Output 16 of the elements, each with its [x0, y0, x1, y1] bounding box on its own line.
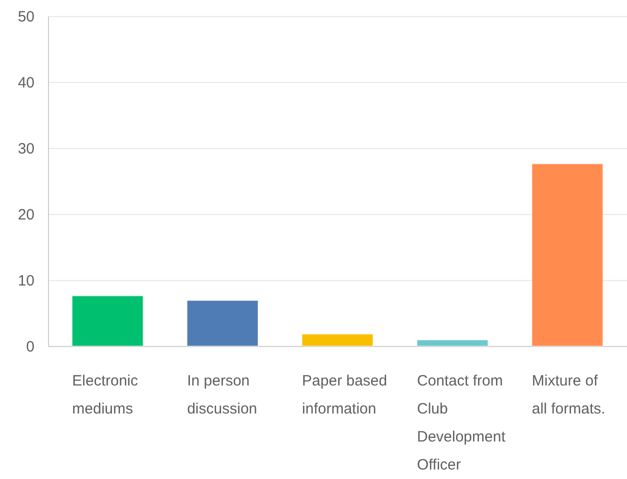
y-tick-label: 50	[18, 8, 34, 26]
bar	[186, 300, 259, 346]
bar	[302, 334, 374, 346]
y-tick-label: 0	[26, 338, 34, 356]
y-tick-label: 20	[18, 206, 34, 224]
bar	[531, 163, 604, 346]
y-tick-label: 10	[18, 272, 34, 290]
y-tick-label: 30	[18, 140, 34, 158]
bar	[416, 340, 488, 346]
x-tick-label: Electronic mediums	[72, 372, 138, 418]
y-tick-label: 40	[18, 74, 34, 92]
x-tick-label: Mixture of all formats.	[532, 372, 606, 418]
x-tick-label: In person discussion	[187, 372, 258, 418]
x-tick-label: Contact from Club Development Officer	[416, 372, 506, 474]
bar	[72, 295, 144, 346]
x-tick-label: Paper based information	[302, 372, 388, 418]
